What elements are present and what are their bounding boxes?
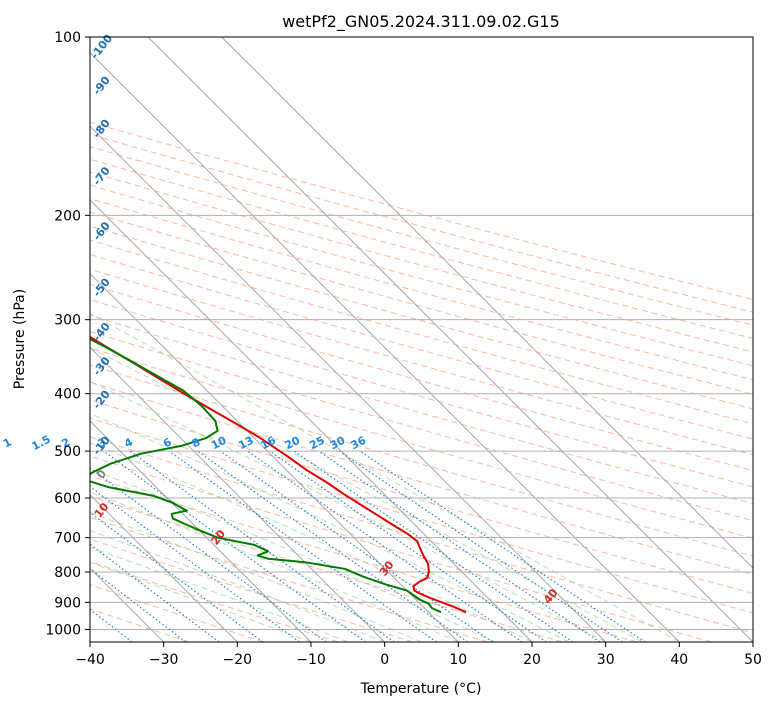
mixing-ratio-label: 16 bbox=[258, 434, 278, 453]
dry-adiabat bbox=[90, 268, 753, 456]
isotherms bbox=[90, 37, 753, 642]
mixing-ratio-line bbox=[293, 450, 574, 642]
y-tick-label: 200 bbox=[54, 208, 81, 224]
x-tick-label: −20 bbox=[223, 652, 253, 668]
mixing-ratio-label: 20 bbox=[283, 434, 303, 453]
dry-adiabat bbox=[90, 399, 753, 595]
isobars bbox=[90, 37, 753, 630]
dry-adiabat bbox=[90, 436, 753, 634]
mixing-ratio-lines bbox=[0, 450, 646, 642]
dewpoint-profile bbox=[90, 338, 442, 614]
isotherm bbox=[90, 346, 386, 642]
y-tick-label: 800 bbox=[54, 565, 81, 581]
y-axis-label: Pressure (hPa) bbox=[12, 289, 28, 389]
mixing-ratio-label: 13 bbox=[236, 434, 256, 453]
mixing-ratio-line bbox=[220, 450, 493, 642]
y-tick-label: 100 bbox=[54, 30, 81, 46]
y-tick-label: 900 bbox=[54, 595, 81, 611]
isotherm bbox=[90, 493, 238, 642]
dry-adiabat bbox=[90, 239, 753, 425]
mixing-ratio-line bbox=[318, 450, 601, 642]
moist-adiabat bbox=[90, 491, 459, 642]
mixing-ratio-line bbox=[247, 450, 523, 642]
x-tick-label: 0 bbox=[380, 652, 389, 668]
mixing-ratio-label: 10 bbox=[209, 434, 229, 453]
dry-adiabat bbox=[90, 184, 753, 367]
mixing-ratio-label: 1.5 bbox=[29, 433, 52, 453]
mixing-ratio-line bbox=[0, 451, 35, 642]
dry-adiabat bbox=[90, 475, 638, 642]
dry-adiabat bbox=[90, 211, 753, 395]
isotherm bbox=[147, 37, 753, 642]
mixing-ratio-line bbox=[90, 511, 264, 642]
profile-lines bbox=[90, 335, 467, 614]
dry-adiabat bbox=[90, 364, 753, 557]
plot-background bbox=[90, 37, 753, 642]
mixing-ratio-line bbox=[90, 467, 327, 642]
mixing-ratio-line bbox=[269, 450, 547, 642]
y-tick-label: 700 bbox=[54, 531, 81, 547]
moist-adiabat bbox=[90, 511, 422, 642]
mixing-ratio-label: 30 bbox=[328, 434, 348, 453]
isotherm bbox=[90, 51, 680, 642]
chart-title: wetPf2_GN05.2024.311.09.02.G15 bbox=[282, 12, 560, 32]
mixing-ratio-line bbox=[90, 485, 300, 642]
dry-adiabat bbox=[90, 455, 712, 642]
isotherm bbox=[90, 272, 459, 642]
axis-ticks: −40 −30 −20 −10 0 10 20 30 40 50 100 200 300 400 500 60… bbox=[45, 30, 762, 668]
dry-adiabat bbox=[90, 538, 414, 642]
mixing-ratio-label: 1 bbox=[1, 435, 14, 450]
isotherm bbox=[90, 420, 312, 642]
mixing-ratio-line bbox=[90, 543, 220, 642]
mixing-ratio-line bbox=[359, 450, 646, 642]
dry-adiabat bbox=[90, 283, 753, 472]
dry-adiabats bbox=[90, 121, 753, 642]
mixing-ratio-line bbox=[168, 450, 437, 642]
mixing-ratio-line bbox=[90, 567, 187, 642]
dry-adiabat bbox=[90, 253, 753, 440]
mixing-ratio-label: 36 bbox=[349, 434, 369, 453]
dry-adiabat bbox=[90, 381, 753, 576]
x-tick-label: −10 bbox=[296, 652, 326, 668]
y-tick-label: 500 bbox=[54, 444, 81, 460]
isotherm bbox=[90, 125, 607, 642]
temperature-profile bbox=[90, 335, 467, 614]
moist-adiabat bbox=[90, 313, 680, 642]
plot-frame bbox=[89, 36, 754, 643]
x-tick-label: 30 bbox=[597, 652, 615, 668]
x-tick-label: −30 bbox=[149, 652, 179, 668]
x-axis-label: Temperature (°C) bbox=[360, 681, 482, 697]
x-tick-label: 50 bbox=[744, 652, 762, 668]
y-tick-label: 600 bbox=[54, 491, 81, 507]
y-tick-label: 400 bbox=[54, 387, 81, 403]
dry-adiabat bbox=[90, 225, 753, 410]
background-lines bbox=[0, 37, 753, 642]
isotherm bbox=[90, 199, 533, 642]
x-tick-label: 20 bbox=[523, 652, 541, 668]
moist-adiabat bbox=[90, 530, 385, 642]
moist-adiabats bbox=[90, 313, 680, 642]
y-tick-label: 300 bbox=[54, 313, 81, 329]
dry-adiabat bbox=[90, 197, 753, 381]
x-tick-label: 10 bbox=[449, 652, 467, 668]
mixing-ratio-line bbox=[338, 450, 623, 642]
moist-adiabat bbox=[90, 347, 643, 642]
x-tick-label: 40 bbox=[670, 652, 688, 668]
moist-adiabat bbox=[90, 412, 570, 642]
mixing-ratio-label: 25 bbox=[307, 434, 327, 453]
y-tick-label: 1000 bbox=[45, 622, 81, 638]
x-tick-label: −40 bbox=[75, 652, 105, 668]
isotherm bbox=[221, 37, 753, 570]
